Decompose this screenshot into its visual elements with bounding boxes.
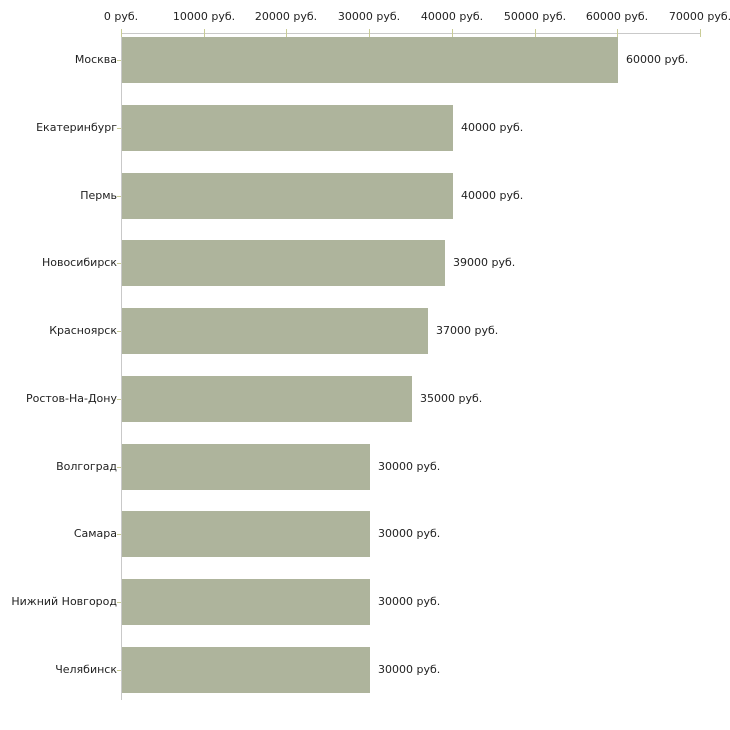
x-axis-tick — [700, 29, 701, 37]
x-axis-tick — [452, 29, 453, 37]
value-label: 39000 руб. — [453, 256, 516, 269]
y-axis-tick — [117, 399, 121, 400]
y-axis-tick — [117, 602, 121, 603]
category-label: Красноярск — [49, 324, 117, 337]
category-label: Самара — [73, 527, 117, 540]
x-axis-tick — [121, 29, 122, 37]
y-axis-tick — [117, 128, 121, 129]
value-label: 30000 руб. — [378, 663, 441, 676]
category-label: Москва — [74, 53, 117, 66]
category-label: Екатеринбург — [36, 121, 117, 134]
value-label: 40000 руб. — [461, 121, 524, 134]
category-label: Ростов-На-Дону — [25, 392, 117, 405]
x-axis-tick-label: 70000 руб. — [668, 10, 730, 23]
x-axis-tick — [204, 29, 205, 37]
value-label: 30000 руб. — [378, 460, 441, 473]
bar — [122, 308, 428, 354]
bar — [122, 579, 370, 625]
y-axis-tick — [117, 196, 121, 197]
category-label: Новосибирск — [41, 256, 117, 269]
y-axis-line — [121, 33, 122, 700]
x-axis-tick-label: 60000 руб. — [585, 10, 649, 23]
bar — [122, 511, 370, 557]
bar — [122, 105, 453, 151]
x-axis-tick-label: 0 руб. — [103, 10, 139, 23]
bar — [122, 240, 445, 286]
x-axis-line — [121, 33, 700, 34]
bar — [122, 647, 370, 693]
value-label: 35000 руб. — [420, 392, 483, 405]
category-label: Пермь — [80, 189, 117, 202]
bar — [122, 444, 370, 490]
x-axis-tick — [369, 29, 370, 37]
bar — [122, 173, 453, 219]
value-label: 60000 руб. — [626, 53, 689, 66]
x-axis-tick-label: 40000 руб. — [420, 10, 484, 23]
x-axis-tick — [617, 29, 618, 37]
x-axis-tick-label: 20000 руб. — [254, 10, 318, 23]
y-axis-tick — [117, 331, 121, 332]
x-axis-tick-label: 30000 руб. — [337, 10, 401, 23]
x-axis-tick — [535, 29, 536, 37]
x-axis-tick — [286, 29, 287, 37]
y-axis-tick — [117, 534, 121, 535]
y-axis-tick — [117, 670, 121, 671]
value-label: 37000 руб. — [436, 324, 499, 337]
value-label: 40000 руб. — [461, 189, 524, 202]
y-axis-tick — [117, 60, 121, 61]
x-axis-tick-label: 50000 руб. — [503, 10, 567, 23]
category-label: Волгоград — [56, 460, 117, 473]
category-label: Челябинск — [55, 663, 117, 676]
value-label: 30000 руб. — [378, 595, 441, 608]
x-axis-tick-label: 10000 руб. — [172, 10, 236, 23]
y-axis-tick — [117, 467, 121, 468]
y-axis-tick — [117, 263, 121, 264]
value-label: 30000 руб. — [378, 527, 441, 540]
bar — [122, 37, 618, 83]
category-label: Нижний Новгород — [11, 595, 117, 608]
bar — [122, 376, 412, 422]
